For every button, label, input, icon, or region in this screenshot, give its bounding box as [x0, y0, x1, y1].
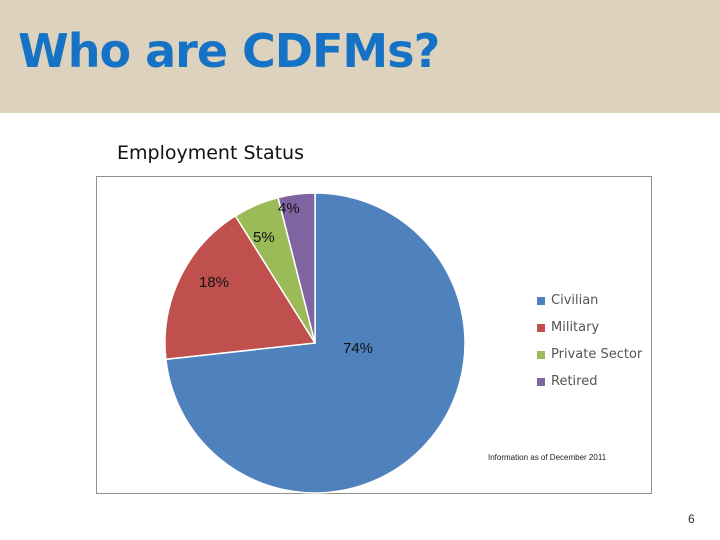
- pie-slice-military: [164, 214, 317, 361]
- legend-swatch: [537, 296, 545, 305]
- date-note: Information as of December 2011: [488, 453, 607, 462]
- legend-swatch: [537, 377, 545, 386]
- page-number: 6: [688, 512, 695, 526]
- legend-label: Civilian: [551, 293, 599, 308]
- pie-label-retired: 4%: [278, 200, 300, 217]
- legend: Civilian Military Private Sector Retired: [537, 287, 642, 395]
- legend-swatch: [537, 350, 545, 359]
- pie-chart: 74% 18% 5%4%: [164, 192, 466, 494]
- legend-item-private-sector: Private Sector: [537, 341, 642, 368]
- pie-label-private-sector: 5%: [253, 229, 275, 246]
- title-band: Who are CDFMs?: [0, 0, 720, 113]
- pie-slices: [164, 192, 466, 494]
- slide-title: Who are CDFMs?: [18, 24, 440, 78]
- legend-swatch: [537, 323, 545, 332]
- legend-item-military: Military: [537, 314, 642, 341]
- legend-label: Retired: [551, 374, 598, 389]
- legend-item-retired: Retired: [537, 368, 642, 395]
- legend-item-civilian: Civilian: [537, 287, 642, 314]
- pie-labels: 74% 18% 5%4%: [199, 200, 373, 357]
- pie-slice-retired: [277, 192, 316, 344]
- pie-label-military: 18%: [199, 274, 229, 291]
- legend-label: Military: [551, 320, 600, 335]
- pie-label-civilian: 74%: [343, 340, 373, 357]
- legend-label: Private Sector: [551, 347, 643, 362]
- chart-caption: Employment Status: [117, 142, 304, 164]
- chart-frame: 74% 18% 5% 4% Civilian Military Private Secto…: [96, 176, 652, 494]
